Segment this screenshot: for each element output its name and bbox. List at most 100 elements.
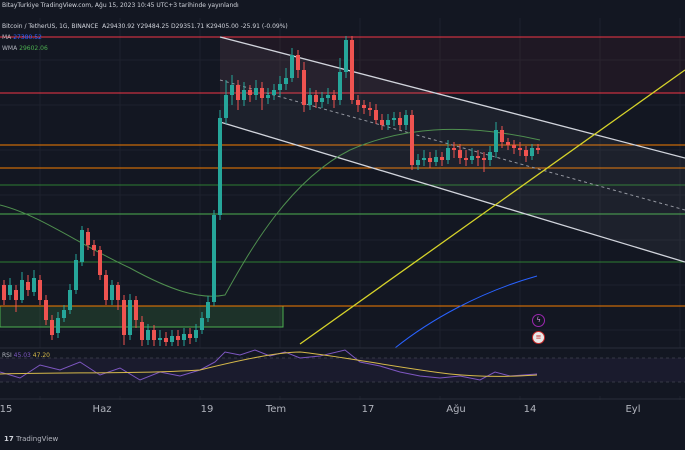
candle-body — [266, 95, 270, 98]
candle-body — [188, 334, 192, 338]
ma-label: MA — [2, 34, 12, 41]
candle-body — [146, 330, 150, 340]
x-tick-eyl: Eyl — [625, 404, 641, 415]
candle-body — [524, 150, 528, 156]
candle-body — [44, 300, 48, 320]
candle-body — [326, 95, 330, 98]
candle-body — [308, 95, 312, 105]
candle-body — [206, 302, 210, 318]
candle-body — [260, 88, 264, 98]
candle-body — [506, 142, 510, 145]
candle-body — [272, 90, 276, 95]
candle-body — [110, 285, 114, 300]
candle-body — [422, 158, 426, 160]
flash-icon[interactable]: ϟ — [532, 314, 545, 327]
candle-body — [104, 275, 108, 300]
wma-label: WMA — [2, 45, 18, 52]
candle-body — [380, 120, 384, 125]
candle-body — [2, 285, 6, 300]
candle-body — [38, 280, 42, 300]
x-tick-tem: Tem — [265, 404, 287, 415]
candle-body — [32, 278, 36, 292]
candle-body — [218, 118, 222, 215]
candle-body — [518, 148, 522, 150]
candle-body — [230, 85, 234, 95]
candle-body — [164, 338, 168, 342]
candle-body — [332, 95, 336, 100]
candle-body — [482, 158, 486, 160]
candle-body — [254, 88, 258, 95]
candle-body — [86, 232, 90, 245]
publish-info: BitayTurkiye TradingView.com, Ağu 15, 20… — [2, 2, 239, 9]
candle-body — [68, 290, 72, 310]
symbol-ohlc: Bitcoin / TetherUS, 1G, BINANCE A29430.9… — [2, 23, 288, 30]
candle-body — [392, 118, 396, 120]
candle-body — [80, 230, 84, 262]
rsi-legend[interactable]: RSI 45.03 47.20 — [2, 352, 50, 359]
candle-body — [452, 148, 456, 150]
candle-body — [50, 320, 54, 335]
wma-legend[interactable]: WMA 29602.06 — [2, 45, 48, 52]
x-tick-agu: Ağu — [446, 404, 466, 415]
candle-body — [284, 78, 288, 84]
candle-body — [26, 282, 30, 290]
ascending-trendline — [299, 69, 685, 345]
channel-mid-line — [219, 79, 685, 211]
candle-body — [170, 336, 174, 342]
candle-body — [122, 300, 126, 335]
rsi-ma-line — [0, 351, 538, 377]
candle-body — [494, 130, 498, 152]
x-tick-17: 17 — [361, 404, 375, 415]
x-tick-haz: Haz — [92, 404, 112, 415]
candle-body — [374, 110, 378, 120]
candle-body — [224, 95, 228, 118]
candle-body — [92, 245, 96, 250]
channel-lower-line — [219, 121, 685, 263]
candle-body — [176, 336, 180, 340]
candle-body — [128, 300, 132, 335]
candle-body — [464, 158, 468, 160]
candle-body — [368, 108, 372, 110]
ma-value: 27380.52 — [13, 34, 42, 41]
candle-body — [116, 285, 120, 300]
candle-body — [74, 260, 78, 290]
candle-body — [212, 215, 216, 302]
candle-body — [362, 105, 366, 108]
symbol-name: Bitcoin / TetherUS, 1G, BINANCE — [2, 23, 99, 30]
x-tick-19: 19 — [200, 404, 214, 415]
ohlc-values: A29430.92 Y29484.25 D29351.71 K29405.00 … — [102, 23, 288, 30]
candle-body — [488, 152, 492, 160]
rsi-pane — [0, 348, 685, 396]
candle-body — [416, 160, 420, 165]
candle-body — [470, 156, 474, 160]
candle-body — [182, 334, 186, 340]
candle-body — [344, 40, 348, 72]
candle-body — [8, 285, 12, 295]
candle-body — [236, 85, 240, 100]
candle-body — [140, 322, 144, 340]
candle-body — [530, 148, 534, 156]
candle-body — [458, 150, 462, 158]
candle-body — [158, 338, 162, 340]
candle-body — [296, 55, 300, 70]
us-flag-event-icon[interactable]: ≡ — [532, 331, 545, 344]
rsi-label: RSI — [2, 352, 12, 359]
candle-body — [302, 70, 306, 105]
tradingview-brand: 17 TradingView — [4, 435, 58, 443]
candle-body — [476, 156, 480, 158]
candle-body — [410, 115, 414, 165]
candle-body — [428, 158, 432, 162]
candle-body — [350, 40, 354, 100]
candle-body — [152, 330, 156, 340]
x-tick-15: 15 — [0, 404, 13, 415]
candle-body — [440, 157, 444, 160]
candle-body — [200, 318, 204, 330]
x-tick-14: 14 — [523, 404, 537, 415]
candle-body — [20, 280, 24, 300]
ma-legend[interactable]: MA 27380.52 — [2, 34, 42, 41]
rsi-band — [0, 358, 685, 382]
brand-label: TradingView — [15, 435, 59, 443]
candle-body — [446, 148, 450, 160]
